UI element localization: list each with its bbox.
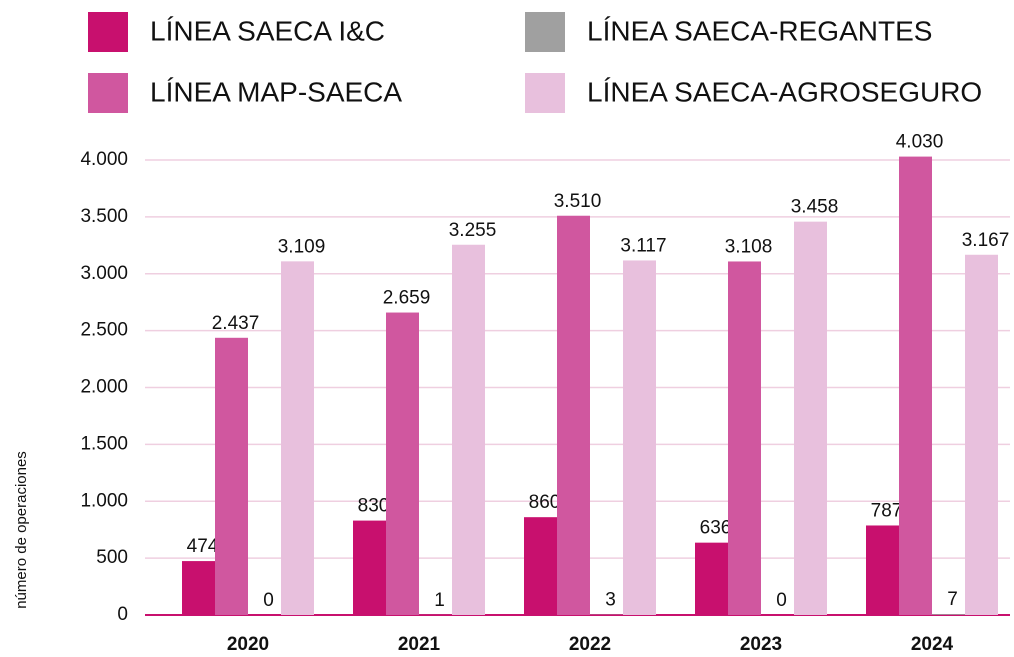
value-label: 3 [605, 590, 616, 611]
bar [728, 261, 761, 615]
y-tick-label: 1.500 [80, 433, 128, 454]
value-label: 0 [776, 590, 787, 611]
x-tick-label: 2021 [398, 634, 441, 655]
bar [866, 525, 899, 615]
legend-swatch [525, 12, 565, 52]
y-tick-label: 4.000 [80, 149, 128, 170]
x-tick-label: 2022 [569, 634, 611, 655]
value-label: 830 [358, 496, 390, 517]
bar [932, 614, 965, 615]
bar [623, 260, 656, 615]
bar [281, 261, 314, 615]
bar [965, 254, 998, 615]
bar [182, 561, 215, 615]
value-label: 3.117 [620, 235, 666, 256]
value-label: 860 [529, 492, 561, 513]
bar [557, 215, 590, 616]
value-label: 1 [434, 590, 445, 611]
x-tick-label: 2020 [227, 634, 269, 655]
legend-swatch [525, 73, 565, 113]
bar [215, 337, 248, 615]
bar [794, 221, 827, 615]
value-label: 3.108 [725, 236, 773, 257]
value-label: 0 [263, 590, 274, 611]
value-label: 474 [187, 536, 219, 557]
value-label: 7 [947, 589, 958, 610]
bar [452, 244, 485, 615]
bar [524, 517, 557, 615]
value-label: 3.510 [554, 191, 602, 212]
y-tick-label: 2.000 [80, 377, 128, 398]
bar [899, 156, 932, 615]
value-label: 3.167 [962, 230, 1010, 251]
y-tick-label: 500 [96, 547, 128, 568]
y-tick-label: 1.000 [80, 490, 128, 511]
value-label: 2.437 [212, 313, 260, 334]
value-label: 787 [871, 500, 903, 521]
y-tick-label: 0 [117, 604, 128, 625]
legend-label: LÍNEA MAP-SAECA [150, 76, 402, 107]
legend-label: LÍNEA SAECA-REGANTES [587, 15, 932, 46]
y-axis-label: número de operaciones [13, 451, 30, 609]
value-label: 3.109 [278, 236, 326, 257]
value-label: 3.255 [449, 220, 497, 241]
y-tick-label: 2.500 [80, 320, 128, 341]
x-tick-label: 2023 [740, 634, 782, 655]
legend-label: LÍNEA SAECA-AGROSEGURO [587, 76, 982, 107]
bar [386, 312, 419, 615]
legend-label: LÍNEA SAECA I&C [150, 15, 385, 46]
value-label: 2.659 [383, 288, 431, 309]
value-label: 636 [700, 518, 732, 539]
y-tick-label: 3.000 [80, 263, 128, 284]
legend-swatch [88, 73, 128, 113]
y-tick-label: 3.500 [80, 206, 128, 227]
bar [695, 542, 728, 615]
x-tick-label: 2024 [911, 634, 954, 655]
value-label: 4.030 [896, 132, 944, 153]
bar [353, 520, 386, 615]
legend-swatch [88, 12, 128, 52]
value-label: 3.458 [791, 197, 839, 218]
